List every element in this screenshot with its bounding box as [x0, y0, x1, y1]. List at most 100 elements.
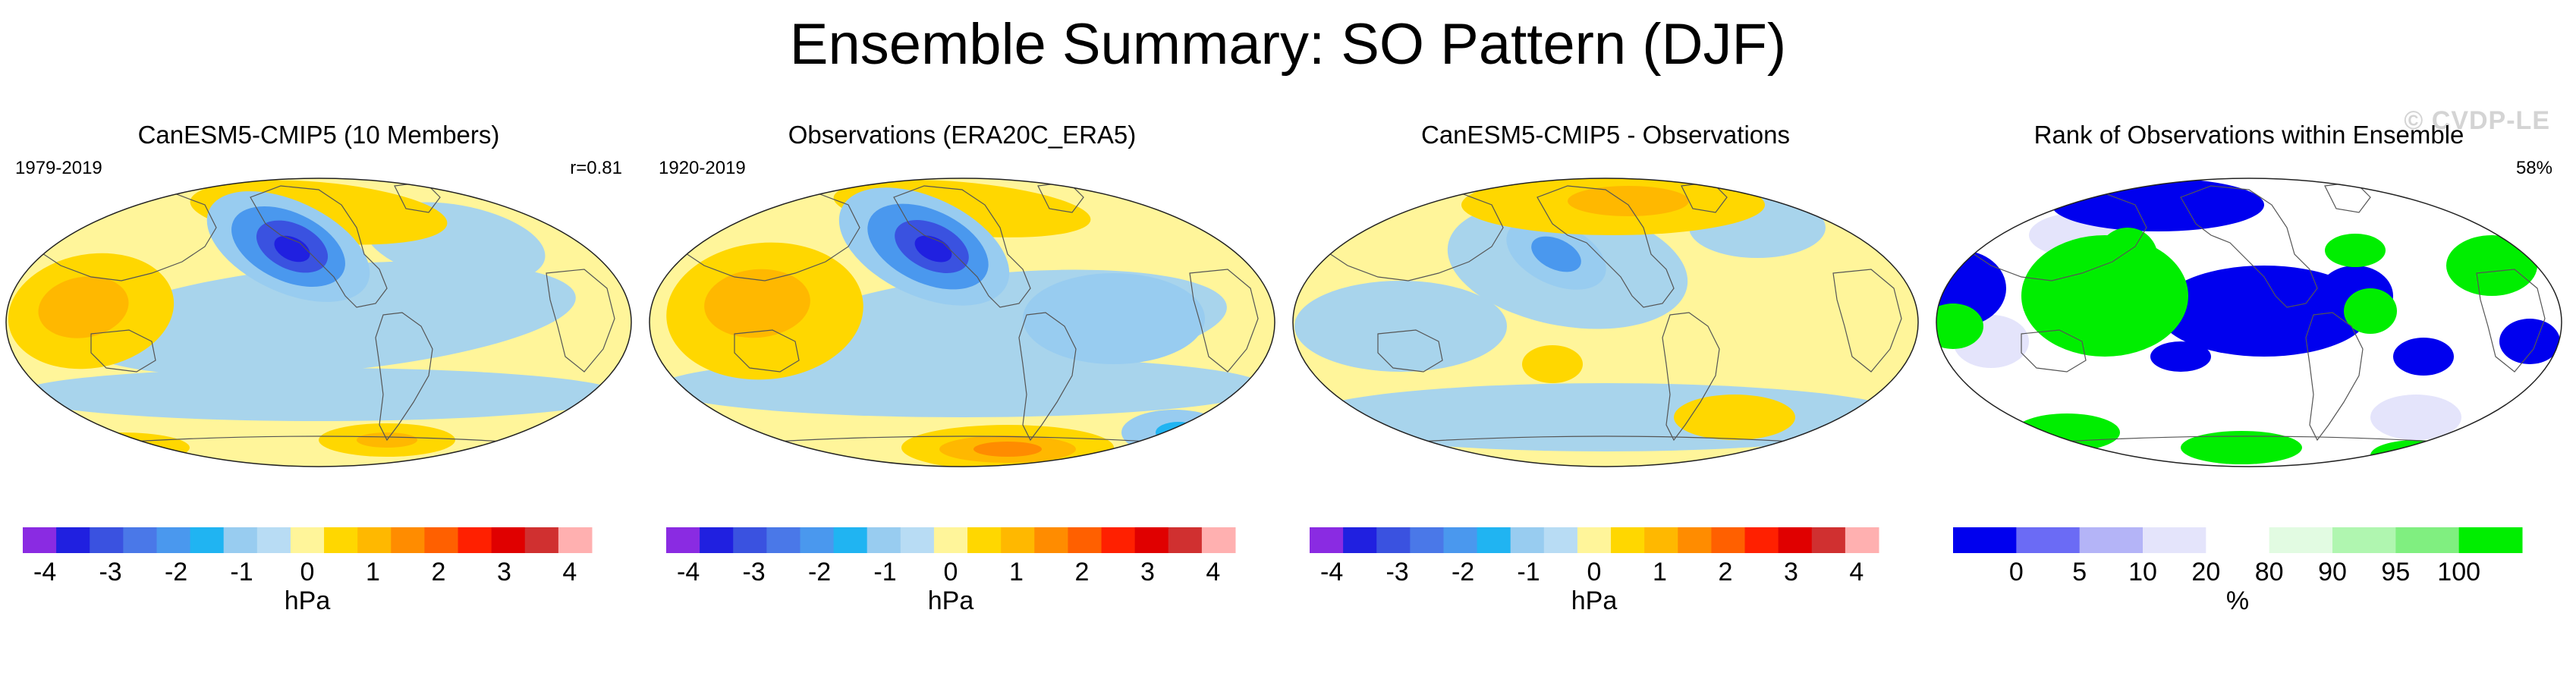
colorbar-tick-label: 4 [1849, 558, 1864, 586]
colorbar-tick-label: 5 [2072, 558, 2087, 586]
colorbar-swatch [1577, 527, 1612, 553]
colorbar-tick-label: 3 [1140, 558, 1155, 586]
north-pacific-diff-3 [1531, 236, 1581, 272]
correlation-label: r=0.81 [570, 158, 622, 178]
arctic-high-2 [1568, 186, 1689, 216]
colorbar-swatch [2079, 527, 2144, 553]
map-fill [650, 178, 1275, 467]
colorbar-swatch [800, 527, 835, 553]
colorbar-swatch [391, 527, 425, 553]
colorbar-swatch [1310, 527, 1344, 553]
colorbar-tick-label: 80 [2255, 558, 2284, 586]
colorbar-swatch [833, 527, 868, 553]
colorbar-tick-label: 0 [2009, 558, 2024, 586]
indo-pacific-high-inner [704, 269, 810, 338]
map-outline [1292, 178, 1919, 467]
map-outline [1936, 178, 2562, 467]
colorbar-swatch [1953, 527, 2017, 553]
colorbar-tick-label: 3 [497, 558, 511, 586]
south-atlantic-high [1674, 395, 1795, 440]
colorbar-tick-label: 20 [2191, 558, 2220, 586]
colorbar-swatch [700, 527, 734, 553]
indo-pacific-high-inner [38, 276, 129, 338]
rank-percent-label: 58% [2515, 158, 2552, 178]
south-indian-high [53, 432, 190, 463]
map-panel-4: 0 5 10 20 80 90 95 100% [1936, 178, 2562, 615]
colorbar [666, 527, 1236, 553]
colorbar-swatch [1845, 527, 1879, 553]
colorbar-swatch [558, 527, 593, 553]
colorbar-swatch [1001, 527, 1035, 553]
panel-rank: Rank of Observations within Ensemble 58%… [1930, 114, 2568, 675]
colorbar-tick-label: 90 [2318, 558, 2347, 586]
tropical-pacific-low [77, 261, 576, 376]
rank-high-south-1 [2014, 413, 2120, 451]
colorbar-swatch [2458, 527, 2523, 553]
n-pacific-low-4 [274, 235, 310, 263]
rank-high-right [2446, 235, 2537, 296]
colorbar-swatch [867, 527, 901, 553]
colorbar-swatch [223, 527, 258, 553]
colorbar-swatch [1811, 527, 1846, 553]
rank-high-south-2 [2181, 431, 2302, 464]
colorbar-swatch [1477, 527, 1511, 553]
colorbar-tick-label: -1 [1517, 558, 1540, 586]
colorbar-swatch [2206, 527, 2270, 553]
panel-title: Rank of Observations within Ensemble [2033, 121, 2464, 149]
colorbar-swatch [1543, 527, 1578, 553]
colorbar-swatch [324, 527, 358, 553]
colorbar-swatch [123, 527, 157, 553]
colorbar-swatch [491, 527, 526, 553]
colorbar-swatch [1711, 527, 1746, 553]
southern-band-low [659, 357, 1266, 417]
colorbar-tick-label: -1 [230, 558, 253, 586]
colorbar-swatch [190, 527, 225, 553]
colorbar-unit: hPa [1571, 586, 1618, 615]
colorbar-swatch [1101, 527, 1136, 553]
colorbar-tick-label: -4 [33, 558, 56, 586]
colorbar-tick-label: 10 [2128, 558, 2157, 586]
panel-title: Observations (ERA20C_ERA5) [788, 121, 1137, 149]
colorbar-swatch [23, 527, 57, 553]
colorbar-tick-label: 1 [1653, 558, 1667, 586]
colorbar-tick-label: -2 [1452, 558, 1474, 586]
colorbar-swatch [1068, 527, 1102, 553]
colorbar-swatch [1510, 527, 1545, 553]
colorbar-swatch [1376, 527, 1411, 553]
colorbar-tick-label: -4 [1320, 558, 1343, 586]
colorbar-swatch [666, 527, 700, 553]
colorbar-tick-label: 1 [1009, 558, 1024, 586]
panel-title: CanESM5-CMIP5 (10 Members) [137, 121, 500, 149]
colorbar-tick-label: 4 [1206, 558, 1220, 586]
colorbar-unit: hPa [928, 586, 974, 615]
panel-model-mean: CanESM5-CMIP5 (10 Members) 1979-2019 r=0… [0, 114, 637, 675]
colorbar-swatch [1343, 527, 1377, 553]
colorbar-unit: hPa [285, 586, 331, 615]
colorbar-swatch [2016, 527, 2081, 553]
colorbar-swatch [766, 527, 800, 553]
east-pacific-low [1023, 273, 1205, 364]
panel-observations: Observations (ERA20C_ERA5) 1920-2019 -4-… [643, 114, 1281, 675]
rank-high-east [2097, 228, 2158, 288]
colorbar-swatch [1034, 527, 1068, 553]
colorbar-swatch [1778, 527, 1813, 553]
tropical-low-west [1294, 281, 1507, 372]
colorbar-swatch [933, 527, 968, 553]
map-fill [6, 178, 631, 467]
colorbar-swatch [2143, 527, 2206, 553]
colorbar-swatch [1611, 527, 1645, 553]
colorbar-swatch [1744, 527, 1779, 553]
colorbar-swatch [1134, 527, 1169, 553]
colorbar-tick-label: -3 [99, 558, 121, 586]
map-fill [1936, 178, 2562, 467]
colorbar-swatch [357, 527, 392, 553]
colorbar-swatch [424, 527, 459, 553]
colorbar-swatch [290, 527, 325, 553]
colorbar-tick-label: 1 [366, 558, 380, 586]
period-label: 1979-2019 [15, 158, 102, 178]
colorbar-swatch [967, 527, 1002, 553]
southern-ocean-high-3 [973, 442, 1042, 457]
colorbar-swatch [458, 527, 492, 553]
colorbar-tick-label: 2 [431, 558, 445, 586]
colorbar [1310, 527, 1879, 553]
